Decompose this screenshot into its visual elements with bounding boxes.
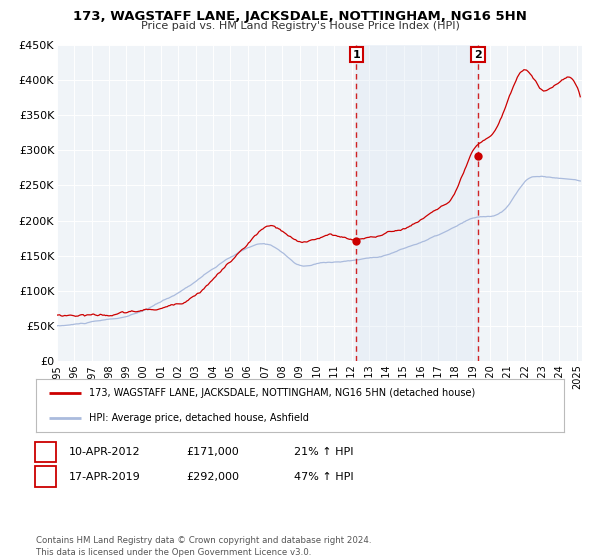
Bar (356, 45, 478, 361)
Text: 2: 2 (42, 472, 49, 482)
Text: 21% ↑ HPI: 21% ↑ HPI (294, 447, 353, 457)
Text: HPI: Average price, detached house, Ashfield: HPI: Average price, detached house, Ashf… (89, 413, 308, 423)
Text: 17-APR-2019: 17-APR-2019 (69, 472, 141, 482)
Text: £171,000: £171,000 (186, 447, 239, 457)
Text: Price paid vs. HM Land Registry's House Price Index (HPI): Price paid vs. HM Land Registry's House … (140, 21, 460, 31)
Text: Contains HM Land Registry data © Crown copyright and database right 2024.
This d: Contains HM Land Registry data © Crown c… (36, 536, 371, 557)
Text: £292,000: £292,000 (186, 472, 239, 482)
Text: 10-APR-2012: 10-APR-2012 (69, 447, 140, 457)
Text: 2: 2 (474, 50, 482, 60)
Text: 173, WAGSTAFF LANE, JACKSDALE, NOTTINGHAM, NG16 5HN (detached house): 173, WAGSTAFF LANE, JACKSDALE, NOTTINGHA… (89, 389, 475, 399)
Text: 173, WAGSTAFF LANE, JACKSDALE, NOTTINGHAM, NG16 5HN: 173, WAGSTAFF LANE, JACKSDALE, NOTTINGHA… (73, 10, 527, 23)
Text: 47% ↑ HPI: 47% ↑ HPI (294, 472, 353, 482)
Text: 1: 1 (352, 50, 360, 60)
Text: 1: 1 (42, 447, 49, 457)
